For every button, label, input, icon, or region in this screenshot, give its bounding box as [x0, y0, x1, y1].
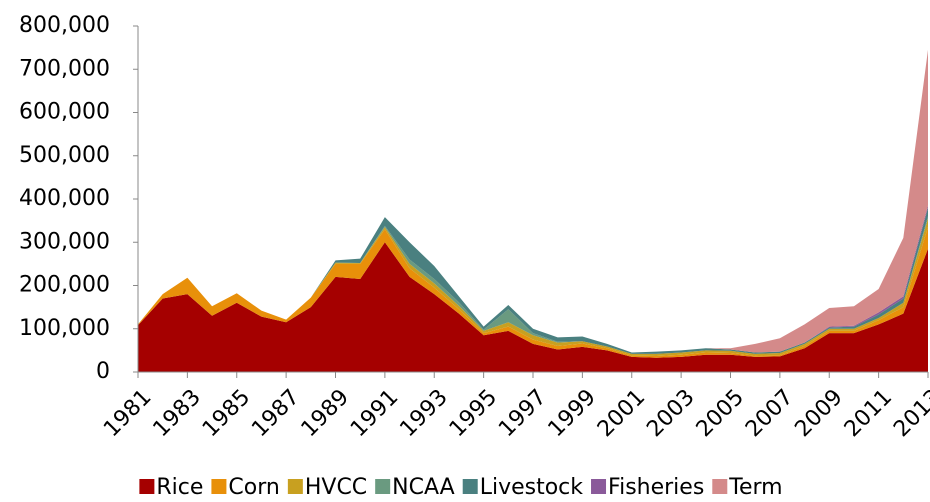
y-tick-label: 800,000	[19, 13, 110, 38]
x-tick-label: 2009	[790, 385, 847, 442]
legend-swatch	[712, 479, 728, 494]
legend-label: HVCC	[305, 475, 367, 500]
x-tick-label: 1983	[149, 385, 206, 442]
legend-label: Rice	[156, 475, 203, 500]
y-tick-label: 600,000	[19, 100, 110, 125]
x-tick-label: 1993	[395, 385, 452, 442]
x-tick-label: 1985	[198, 385, 255, 442]
x-tick-label: 1989	[297, 385, 354, 442]
x-tick-label: 1995	[445, 385, 502, 442]
y-tick-label: 200,000	[19, 273, 110, 298]
legend-label: Corn	[228, 475, 279, 500]
legend-label: Term	[728, 475, 782, 500]
area	[138, 242, 928, 372]
y-tick-label: 0	[96, 359, 110, 384]
legend: Rice Corn HVCC NCAA Livestock Fisheries Term	[139, 475, 783, 500]
y-tick-label: 400,000	[19, 186, 110, 211]
x-tick-label: 1999	[544, 385, 601, 442]
y-tick-label: 300,000	[19, 229, 110, 254]
x-tick-label: 1987	[247, 385, 304, 442]
legend-label: NCAA	[392, 475, 455, 500]
legend-label: Fisheries	[608, 475, 704, 500]
x-tick-label: 2001	[593, 385, 650, 442]
legend-swatch	[591, 479, 607, 494]
area	[138, 49, 928, 353]
x-tick-label: 2011	[840, 385, 897, 442]
legend-swatch	[375, 479, 391, 494]
legend-swatch	[462, 479, 478, 494]
y-tick-label: 100,000	[19, 316, 110, 341]
x-tick-label: 1997	[494, 385, 551, 442]
x-tick-label: 2005	[692, 385, 749, 442]
x-tick-label: 1981	[99, 385, 156, 442]
legend-label: Livestock	[480, 475, 584, 500]
legend-swatch	[287, 479, 303, 494]
x-tick-label: 1991	[346, 385, 403, 442]
y-tick-label: 700,000	[19, 56, 110, 81]
x-tick-label: 2003	[642, 385, 699, 442]
y-tick-label: 500,000	[19, 143, 110, 168]
x-tick-label: 2013	[889, 385, 930, 442]
x-tick-label: 2007	[741, 385, 798, 442]
legend-swatch	[211, 479, 227, 494]
legend-swatch	[139, 479, 155, 494]
